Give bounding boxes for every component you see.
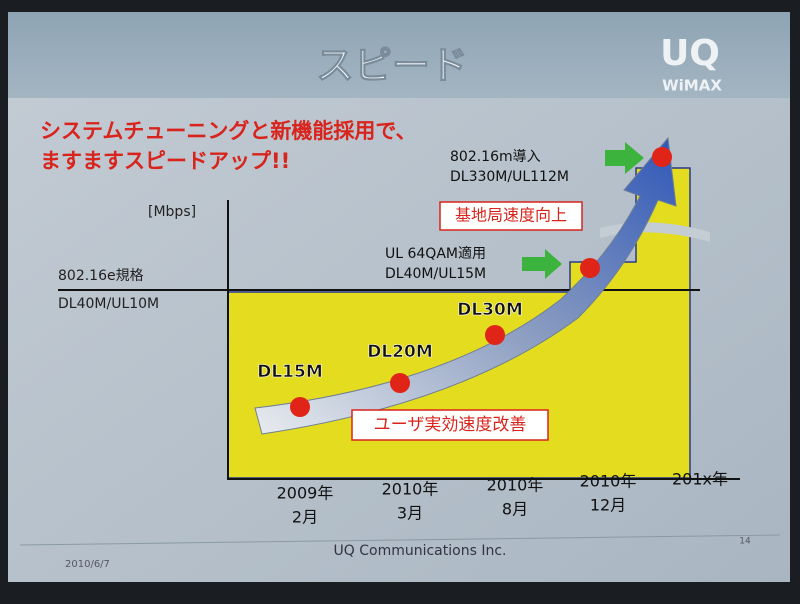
x-label: 2010年 bbox=[487, 476, 544, 495]
milestone-label: DL40M/UL15M bbox=[385, 266, 486, 282]
x-label: 2009年 bbox=[277, 484, 334, 503]
milestone-dot bbox=[580, 258, 600, 278]
pointer-arrow bbox=[605, 142, 644, 174]
headline: システムチューニングと新機能採用で、 bbox=[40, 119, 417, 143]
logo-brand: UQ bbox=[660, 33, 720, 74]
header-band bbox=[8, 12, 790, 98]
milestone-label: DL20M bbox=[367, 342, 433, 362]
milestone-label: UL 64QAM適用 bbox=[385, 245, 486, 262]
x-label: 201x年 bbox=[672, 470, 728, 489]
headline: ますますスピードアップ!! bbox=[40, 149, 290, 173]
x-label: 2010年 bbox=[382, 480, 439, 499]
footer-company: UQ Communications Inc. bbox=[334, 543, 507, 559]
milestone-label: DL330M/UL112M bbox=[450, 169, 569, 185]
milestone-dot bbox=[390, 373, 410, 393]
milestone-label: DL15M bbox=[257, 362, 323, 382]
y-unit: [Mbps] bbox=[148, 204, 196, 220]
pointer-arrow bbox=[522, 249, 562, 279]
x-label: 8月 bbox=[502, 500, 528, 519]
baseline-label: 802.16e規格 bbox=[58, 268, 144, 284]
x-label: 3月 bbox=[397, 504, 423, 523]
footer-rule bbox=[19, 534, 781, 546]
slide-title: スピード bbox=[316, 44, 468, 88]
logo-sub: WiMAX bbox=[662, 77, 722, 95]
callout-box bbox=[439, 201, 583, 231]
milestone-dot bbox=[290, 397, 310, 417]
callout-text: ユーザ実効速度改善 bbox=[374, 415, 527, 435]
x-label: 2月 bbox=[292, 508, 318, 527]
milestone-label: 802.16m導入 bbox=[450, 149, 541, 165]
x-label: 12月 bbox=[590, 496, 626, 515]
milestone-dot bbox=[485, 325, 505, 345]
milestone-dot bbox=[652, 147, 672, 167]
x-label: 2010年 bbox=[580, 472, 637, 491]
callout-box bbox=[351, 409, 549, 441]
baseline-label: DL40M/UL10M bbox=[58, 296, 159, 312]
footer-date: 2010/6/7 bbox=[65, 559, 110, 570]
milestone-label: DL30M bbox=[457, 300, 523, 320]
footer-page: 14 bbox=[739, 537, 751, 547]
callout-text: 基地局速度向上 bbox=[455, 206, 567, 225]
